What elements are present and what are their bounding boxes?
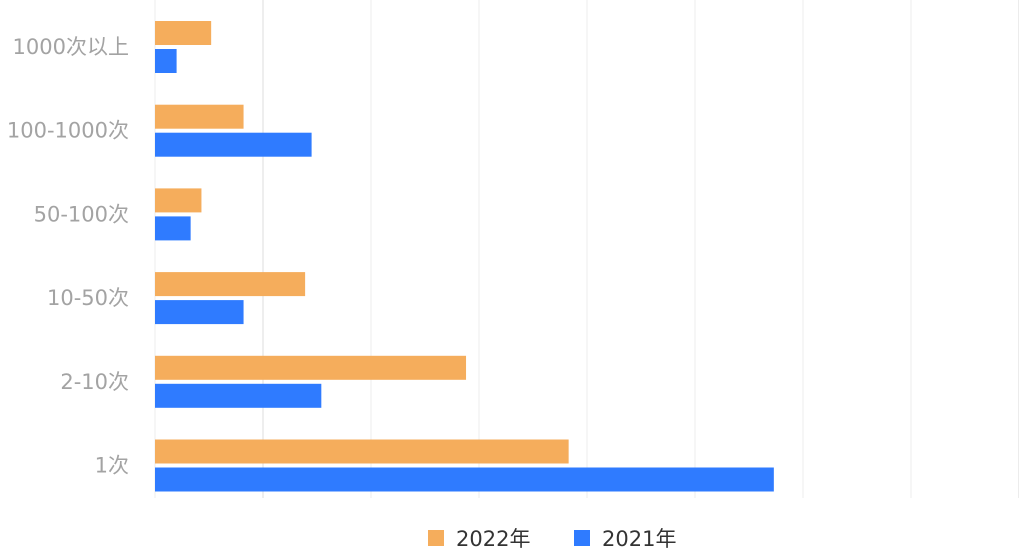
bar-series2[interactable] [155,300,244,325]
category-label: 50-100次 [34,202,129,226]
bar-series2[interactable] [155,383,322,408]
legend-item[interactable]: 2021年 [574,527,676,551]
bar-series1[interactable] [155,272,306,297]
category-label: 1次 [95,454,129,478]
category-label: 10-50次 [47,286,129,310]
bar-series1[interactable] [155,439,569,464]
bar-series2[interactable] [155,49,177,73]
bar-series2[interactable] [155,132,312,157]
category-labels: 1000次以上 100-1000次 50-100次 10-50次 2-10次 1次 [7,35,129,478]
bar-series2[interactable] [155,216,191,241]
bar-series1[interactable] [155,21,212,45]
bar-series1[interactable] [155,104,244,129]
bar-series1[interactable] [155,355,467,380]
legend-label: 2022年 [456,527,530,551]
legend-swatch [428,530,444,546]
bar-series1[interactable] [155,188,202,213]
legend[interactable]: 2022年 2021年 [428,527,676,551]
legend-label: 2021年 [602,527,676,551]
category-label: 2-10次 [60,370,129,394]
legend-swatch [574,530,590,546]
bar-series2[interactable] [155,467,774,492]
bars [155,21,774,492]
legend-item[interactable]: 2022年 [428,527,530,551]
category-label: 100-1000次 [7,119,129,143]
gridlines [154,0,1019,498]
category-label: 1000次以上 [13,35,129,59]
